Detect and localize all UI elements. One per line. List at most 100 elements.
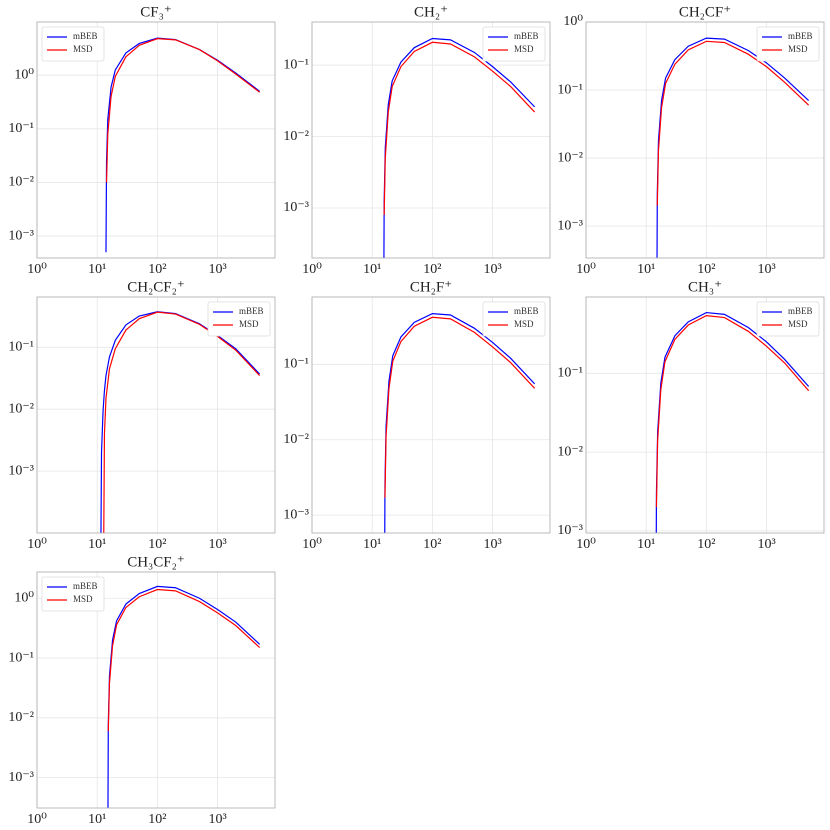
- x-tick-label: 10²: [423, 262, 441, 277]
- y-tick-label: 10⁻¹: [557, 82, 583, 97]
- plot-frame: [36, 296, 276, 534]
- subplot: 10⁰ 10¹ 10² 10³ 10⁻³ 10⁻² 10⁻¹ CH₂CF₂⁺ mBEB MSD: [8, 279, 276, 552]
- y-tick-label: 10⁻³: [557, 523, 583, 538]
- line-series: [107, 588, 261, 732]
- y-tick-label: 10⁻²: [557, 150, 583, 165]
- y-tick-label: 10⁻²: [8, 710, 34, 725]
- legend-label: mBEB: [73, 31, 98, 41]
- x-tick-label: 10³: [483, 537, 501, 552]
- legend: mBEB MSD: [756, 301, 820, 337]
- line-series: [655, 314, 810, 508]
- subplot: 10⁰ 10¹ 10² 10³ 10⁻³ 10⁻² 10⁻¹ CH₂F⁺ mBEB MSD: [283, 279, 551, 552]
- x-tick-label: 10¹: [637, 537, 655, 552]
- legend: mBEB MSD: [482, 26, 546, 62]
- x-tick-label: 10¹: [88, 812, 106, 827]
- legend-label: MSD: [788, 44, 808, 54]
- chart-title: CH₃⁺: [688, 279, 722, 295]
- subplot: 10⁰ 10¹ 10² 10³ 10⁻³ 10⁻² 10⁻¹ CH₂⁺ mBEB MSD: [283, 4, 551, 277]
- y-tick-label: 10⁻¹: [8, 340, 34, 355]
- x-tick-label: 10⁰: [302, 262, 322, 277]
- x-tick-label: 10²: [148, 537, 166, 552]
- x-tick-label: 10³: [757, 262, 775, 277]
- line-series: [384, 316, 536, 498]
- line-series: [103, 311, 261, 533]
- legend-label: MSD: [514, 44, 534, 54]
- x-tick-label: 10²: [423, 537, 441, 552]
- x-tick-label: 10⁰: [27, 537, 47, 552]
- data-layer: [384, 312, 536, 533]
- subplot: 10⁰ 10¹ 10² 10³ 10⁻³ 10⁻² 10⁻¹ 10⁰ CF₃⁺ mBEB MSD: [8, 4, 276, 277]
- data-layer: [107, 585, 261, 808]
- chart-title: CH₃CF₂⁺: [127, 554, 185, 570]
- y-tick-label: 10⁻²: [557, 444, 583, 459]
- x-tick-label: 10¹: [363, 537, 381, 552]
- chart-title: CH₂CF⁺: [679, 4, 731, 20]
- x-tick-label: 10²: [697, 262, 715, 277]
- x-tick-label: 10⁰: [27, 262, 47, 277]
- chart-title: CH₂F⁺: [410, 279, 452, 295]
- x-tick-label: 10²: [697, 537, 715, 552]
- legend-box: [482, 26, 546, 62]
- y-tick-label: 10⁻³: [283, 507, 309, 522]
- legend: mBEB MSD: [756, 26, 820, 62]
- plot-frame: [36, 571, 276, 809]
- subplot: 10⁰ 10¹ 10² 10³ 10⁻³ 10⁻² 10⁻¹ 10⁰ CH₂CF⁺ mBEB MSD: [557, 4, 825, 277]
- legend-label: mBEB: [514, 306, 539, 316]
- x-tick-label: 10²: [148, 262, 166, 277]
- y-tick-label: 10⁻³: [283, 200, 309, 215]
- line-series: [384, 312, 536, 533]
- plot-frame: [311, 296, 551, 534]
- legend-label: mBEB: [788, 306, 813, 316]
- chart-title: CH₂⁺: [414, 4, 448, 20]
- x-tick-label: 10³: [208, 812, 226, 827]
- legend: mBEB MSD: [41, 576, 105, 612]
- plot-frame: [311, 21, 551, 259]
- y-tick-label: 10⁻¹: [8, 121, 34, 136]
- legend-box: [41, 26, 105, 62]
- chart-title: CF₃⁺: [140, 4, 172, 20]
- legend-label: mBEB: [73, 581, 98, 591]
- line-series: [105, 38, 261, 183]
- y-tick-label: 10⁻¹: [283, 57, 309, 72]
- x-tick-label: 10³: [208, 262, 226, 277]
- plot-frame: [585, 296, 825, 534]
- subplot: 10⁰ 10¹ 10² 10³ 10⁻³ 10⁻² 10⁻¹ CH₃⁺ mBEB MSD: [557, 279, 825, 552]
- legend-label: MSD: [73, 594, 93, 604]
- y-tick-label: 10⁰: [14, 590, 34, 605]
- y-tick-label: 10⁻²: [283, 432, 309, 447]
- legend-label: MSD: [788, 319, 808, 329]
- y-tick-label: 10⁻³: [8, 228, 34, 243]
- data-layer: [383, 37, 536, 258]
- data-layer: [655, 311, 810, 533]
- legend-box: [756, 26, 820, 62]
- x-tick-label: 10²: [148, 812, 166, 827]
- y-tick-label: 10⁻³: [8, 770, 34, 785]
- y-tick-label: 10⁻¹: [283, 357, 309, 372]
- x-tick-label: 10³: [208, 537, 226, 552]
- x-tick-label: 10³: [483, 262, 501, 277]
- x-tick-label: 10¹: [88, 537, 106, 552]
- legend-label: MSD: [239, 319, 259, 329]
- x-tick-label: 10⁰: [27, 812, 47, 827]
- legend-label: mBEB: [239, 306, 264, 316]
- legend: mBEB MSD: [207, 301, 271, 337]
- x-tick-label: 10⁰: [302, 537, 322, 552]
- x-tick-label: 10⁰: [576, 262, 596, 277]
- plot-frame: [585, 21, 825, 259]
- y-tick-label: 10⁻²: [8, 401, 34, 416]
- legend: mBEB MSD: [482, 301, 546, 337]
- x-tick-label: 10³: [757, 537, 775, 552]
- y-tick-label: 10⁻¹: [557, 366, 583, 381]
- x-tick-label: 10¹: [637, 262, 655, 277]
- line-series: [656, 37, 810, 258]
- x-tick-label: 10⁰: [576, 537, 596, 552]
- y-tick-label: 10⁻³: [8, 463, 34, 478]
- line-series: [656, 40, 810, 206]
- legend: mBEB MSD: [41, 26, 105, 62]
- y-tick-label: 10⁻²: [8, 175, 34, 190]
- y-tick-label: 10⁻³: [557, 218, 583, 233]
- legend-box: [41, 576, 105, 612]
- y-tick-label: 10⁻¹: [8, 650, 34, 665]
- legend-box: [756, 301, 820, 337]
